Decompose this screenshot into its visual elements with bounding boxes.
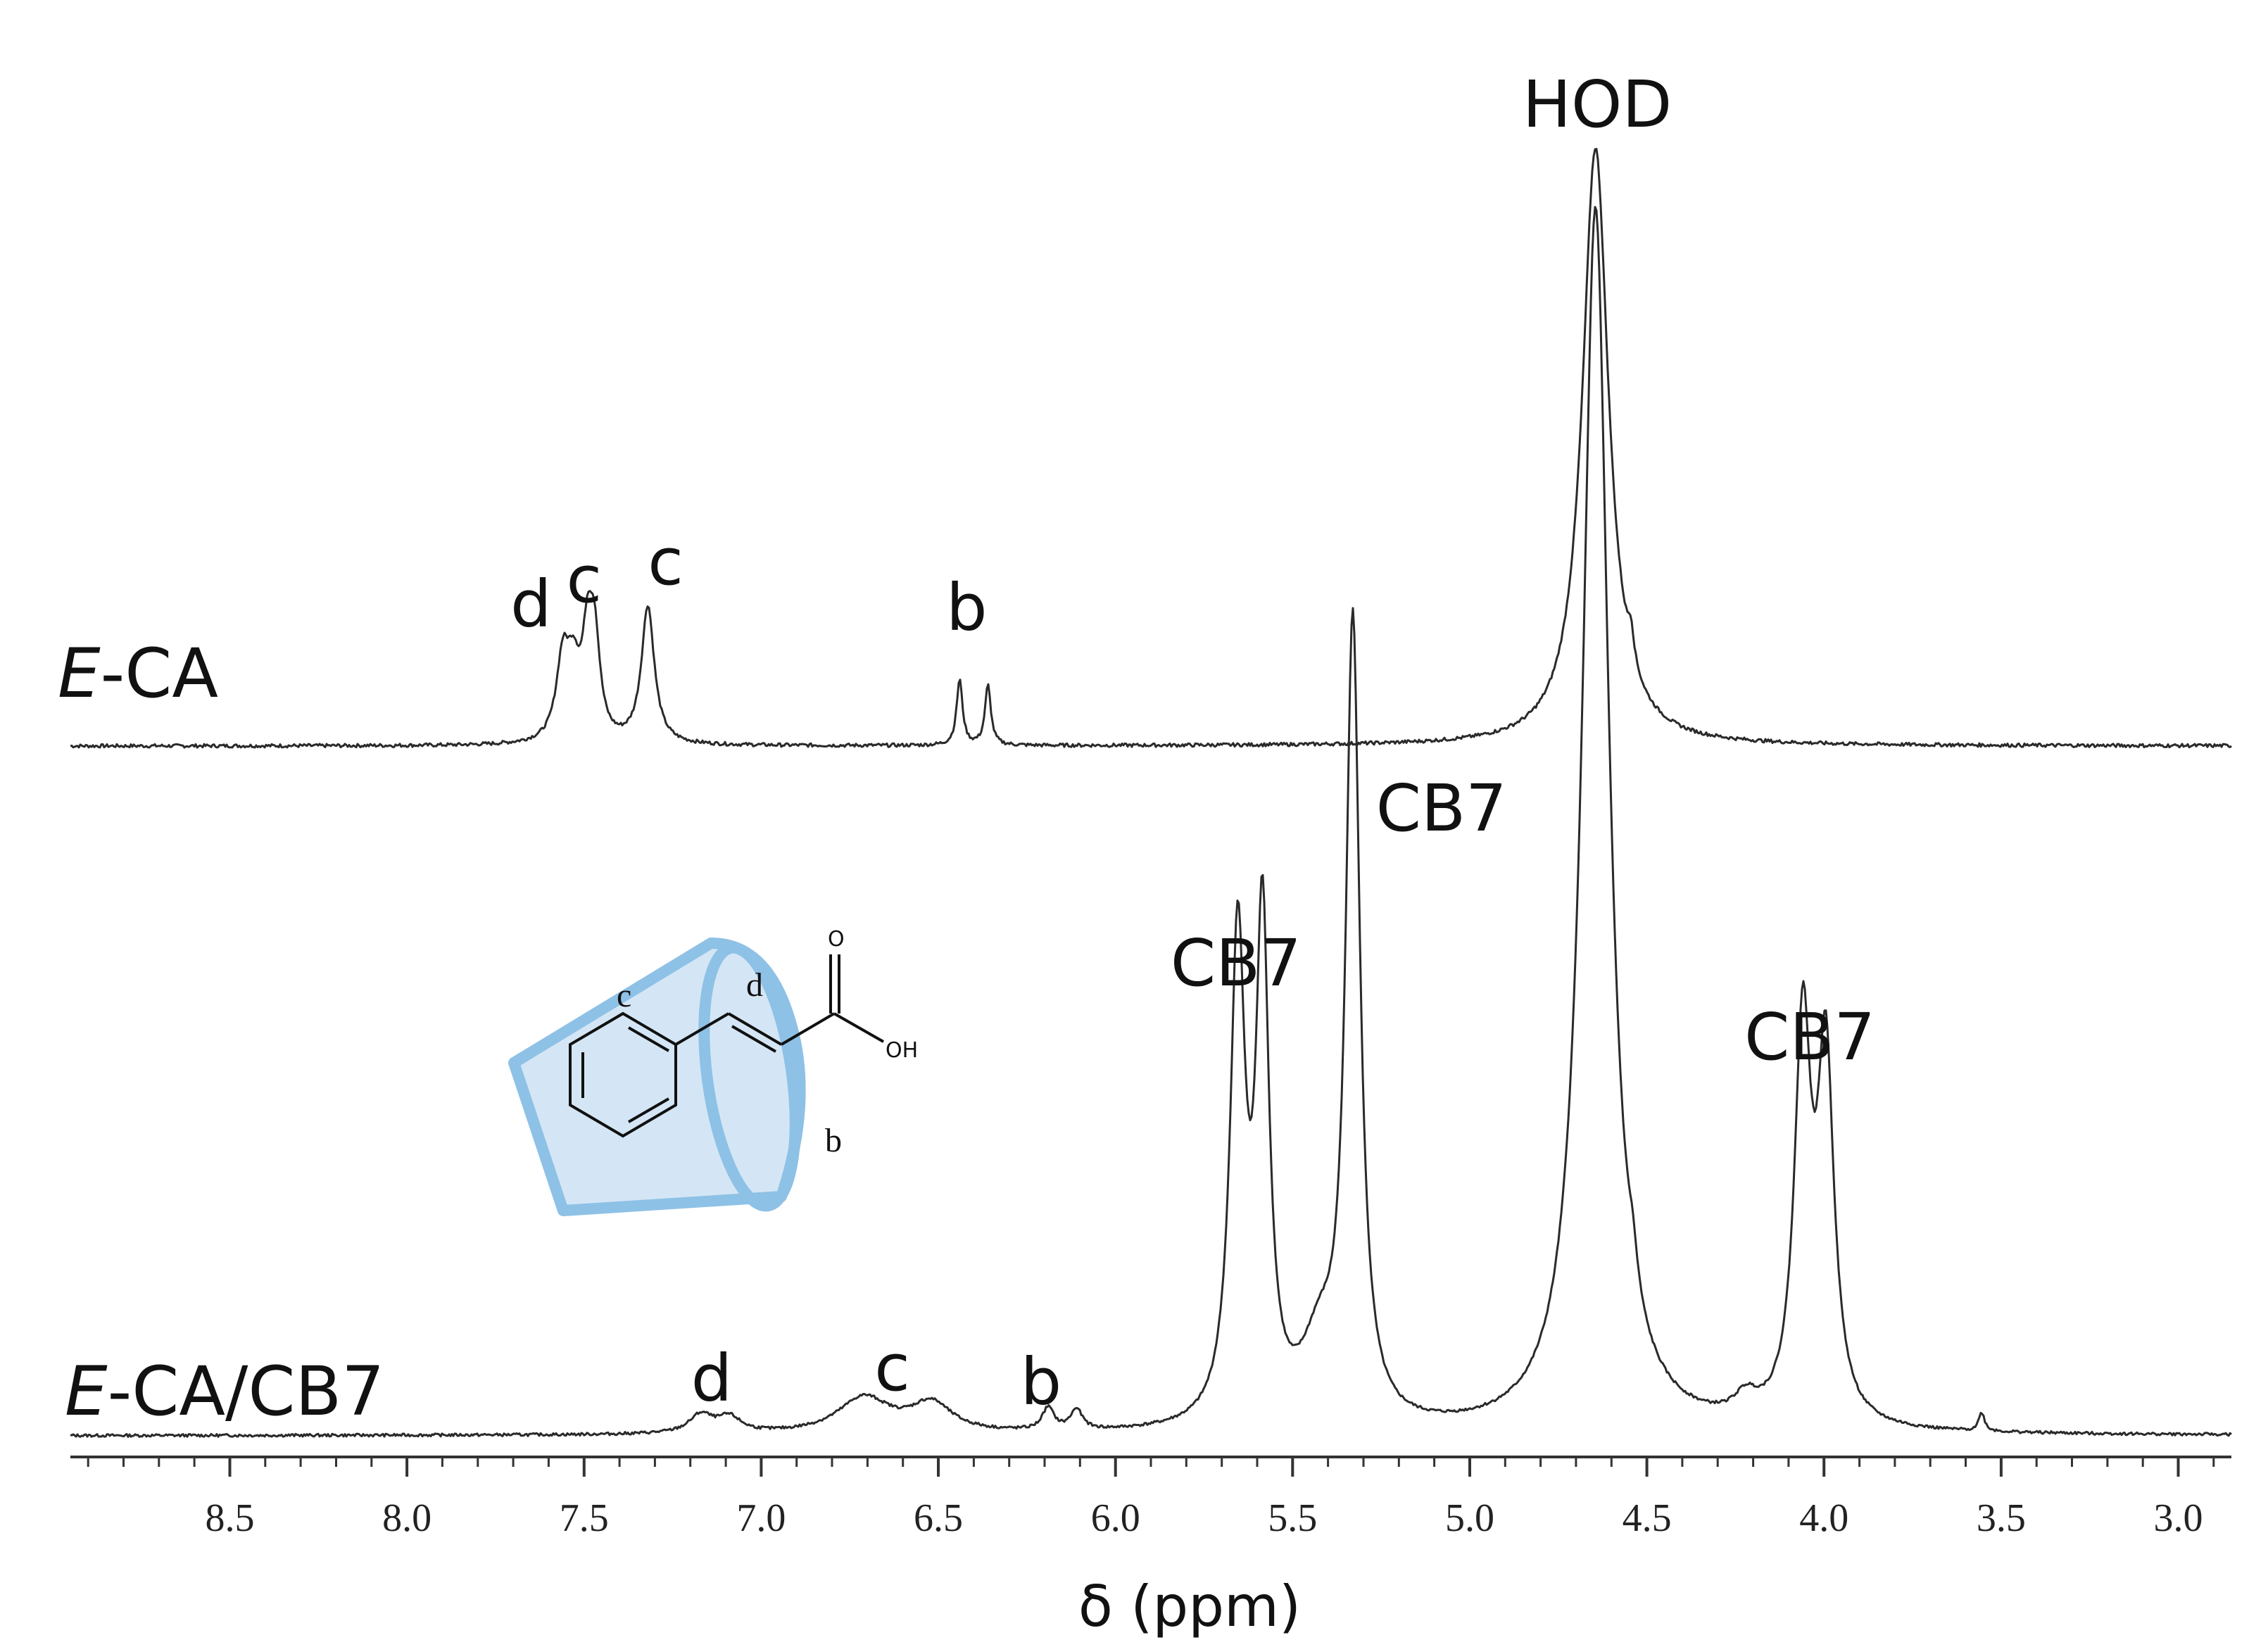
peak-label: c	[567, 542, 603, 617]
oxygen-label: O	[828, 927, 845, 952]
chain-bond	[674, 1012, 730, 1046]
peak-label: d	[691, 1341, 732, 1416]
peak-label: CB7	[1744, 999, 1875, 1075]
x-axis-ticks: 8.5 8.0 7.5 7.0 6.5 6.0 5.5 5.0 4.5 4.0 3.5 3.0	[87, 1457, 2215, 1540]
hydroxyl-bond	[833, 1012, 884, 1043]
chain-bond	[727, 1012, 783, 1046]
chain-double-bond	[731, 1025, 777, 1053]
x-tick-label: 6.5	[914, 1496, 963, 1540]
molecule-inset: c d b O OH	[508, 927, 918, 1216]
series-label-eca-cb7-suffix: -CA/CB7	[108, 1352, 385, 1431]
peak-label: c	[648, 524, 683, 600]
x-tick-label: 8.5	[206, 1496, 255, 1540]
proton-label-d: d	[746, 966, 763, 1004]
eca-cb7-peak-labels: d c b CB7 CB7 CB7	[691, 771, 1875, 1420]
peak-label: HOD	[1523, 67, 1672, 142]
x-tick-label: 7.0	[736, 1496, 786, 1540]
x-axis: 8.5 8.0 7.5 7.0 6.5 6.0 5.5 5.0 4.5 4.0 3.5 3.0	[70, 1456, 2231, 1540]
x-tick-label: 3.5	[1977, 1496, 2026, 1540]
series-label-eca: E-CA	[58, 634, 218, 713]
peak-label: CB7	[1171, 926, 1302, 1001]
peak-label: b	[1021, 1344, 1061, 1420]
series-label-eca-cb7: E-CA/CB7	[65, 1352, 384, 1431]
ring-double-bond	[627, 1097, 670, 1123]
series-label-eca-suffix: -CA	[101, 634, 218, 713]
ring-double-bond	[627, 1026, 670, 1052]
hydroxyl-label: OH	[886, 1038, 918, 1063]
x-axis-title: δ (ppm)	[1078, 1574, 1301, 1639]
peak-label: d	[510, 567, 551, 642]
x-tick-label: 4.0	[1799, 1496, 1848, 1540]
peak-label: b	[946, 570, 987, 645]
x-tick-label: 5.5	[1268, 1496, 1317, 1540]
spectrum-traces	[70, 148, 2232, 1438]
peak-label: c	[874, 1330, 910, 1406]
series-trace-eca-cb7	[70, 206, 2232, 1438]
chain-bond	[780, 1012, 836, 1046]
cb7-rim-ellipse	[698, 942, 801, 1212]
x-tick-label: 5.0	[1445, 1496, 1494, 1540]
proton-label-c: c	[617, 977, 631, 1014]
x-tick-label: 6.0	[1091, 1496, 1140, 1540]
series-trace-eca	[70, 148, 2232, 749]
series-label-eca-cb7-prefix: E	[65, 1352, 108, 1431]
x-tick-label: 4.5	[1623, 1496, 1672, 1540]
x-tick-label: 3.0	[2154, 1496, 2203, 1540]
series-label-eca-prefix: E	[58, 634, 101, 713]
peak-label: CB7	[1376, 771, 1507, 846]
x-tick-label: 8.0	[382, 1496, 431, 1540]
proton-label-b: b	[825, 1122, 842, 1159]
eca-peak-labels: d c c b HOD	[510, 67, 1672, 645]
x-tick-label: 7.5	[560, 1496, 609, 1540]
